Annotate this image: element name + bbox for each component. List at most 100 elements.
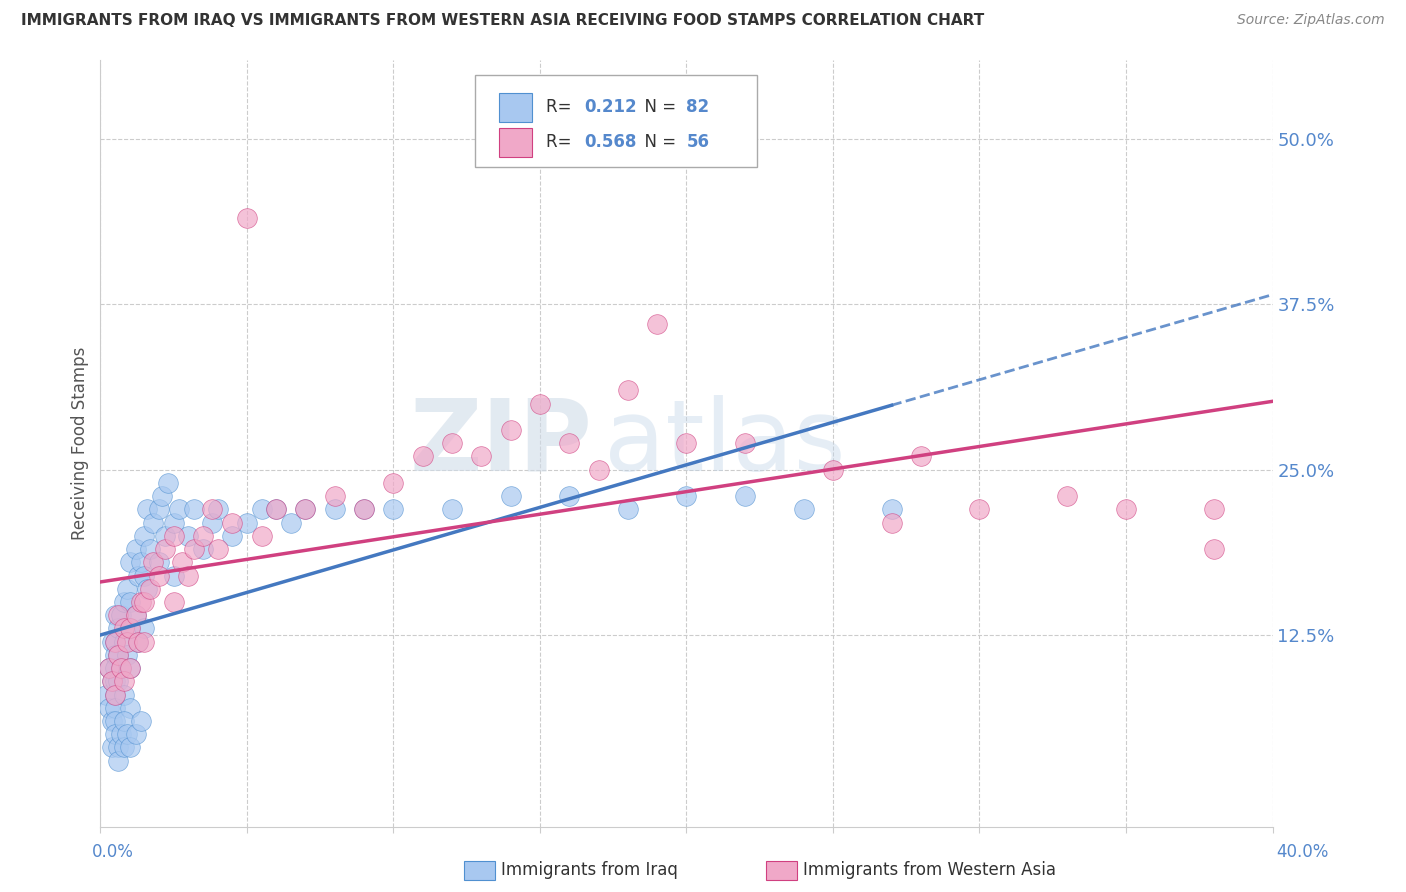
Point (118, 740, 141, 755)
Point (617, 384, 640, 398)
Point (177, 568, 200, 582)
Point (183, 542, 205, 557)
Point (221, 529, 243, 543)
FancyBboxPatch shape (499, 93, 531, 121)
Point (131, 555, 153, 569)
Point (118, 595, 141, 609)
Point (112, 595, 135, 609)
Point (118, 555, 141, 569)
Point (104, 608, 127, 623)
Point (969, 502, 991, 516)
Point (110, 661, 132, 675)
Point (148, 555, 170, 569)
Point (191, 542, 214, 557)
Point (136, 582, 159, 596)
Point (107, 674, 129, 689)
Point (191, 529, 214, 543)
Point (118, 661, 141, 675)
Point (139, 582, 162, 596)
Point (101, 674, 124, 689)
Point (470, 450, 492, 464)
Text: 0.0%: 0.0% (91, 843, 134, 861)
Point (134, 529, 156, 543)
Point (104, 661, 127, 675)
Point (101, 674, 124, 689)
Point (250, 529, 273, 543)
Point (734, 489, 756, 503)
Point (280, 516, 302, 530)
Text: R=: R= (546, 134, 576, 152)
Point (107, 740, 129, 755)
Point (118, 661, 141, 675)
Point (183, 502, 205, 516)
Text: Immigrants from Iraq: Immigrants from Iraq (501, 861, 678, 879)
Point (910, 450, 932, 464)
Point (110, 608, 132, 623)
FancyBboxPatch shape (475, 75, 756, 167)
Point (124, 608, 146, 623)
Point (382, 475, 405, 490)
Text: R=: R= (546, 98, 576, 116)
Point (353, 502, 375, 516)
Point (107, 608, 129, 623)
Point (112, 740, 135, 755)
Point (104, 674, 127, 689)
Point (1115, 502, 1137, 516)
Point (104, 634, 127, 648)
Point (588, 463, 610, 477)
Point (499, 489, 522, 503)
Point (558, 489, 581, 503)
Point (153, 529, 176, 543)
Point (134, 634, 156, 648)
Point (201, 502, 224, 516)
Point (112, 634, 135, 648)
Point (323, 489, 346, 503)
Point (207, 542, 229, 557)
Point (110, 727, 132, 741)
Point (162, 529, 184, 543)
Point (1056, 489, 1078, 503)
Point (127, 568, 149, 582)
Point (107, 622, 129, 636)
Point (382, 502, 405, 516)
Point (148, 568, 170, 582)
Point (118, 700, 141, 714)
Point (150, 489, 173, 503)
Point (107, 648, 129, 662)
Point (134, 568, 156, 582)
Point (101, 740, 124, 755)
Point (131, 714, 153, 728)
Point (104, 727, 127, 741)
Point (115, 648, 138, 662)
Point (675, 436, 697, 450)
Point (112, 674, 135, 689)
Point (104, 634, 127, 648)
Point (142, 516, 165, 530)
Text: 40.0%: 40.0% (1277, 843, 1329, 861)
Point (110, 661, 132, 675)
Point (645, 317, 668, 331)
Point (264, 502, 287, 516)
Point (124, 608, 146, 623)
Point (162, 516, 184, 530)
Point (177, 529, 200, 543)
Point (172, 555, 194, 569)
Text: 82: 82 (686, 98, 710, 116)
Point (558, 436, 581, 450)
Point (127, 634, 149, 648)
Point (118, 622, 141, 636)
Point (499, 423, 522, 437)
Point (98, 661, 121, 675)
Text: N =: N = (634, 134, 681, 152)
Point (264, 502, 287, 516)
Point (412, 450, 434, 464)
Point (124, 727, 146, 741)
Point (101, 634, 124, 648)
Point (880, 516, 903, 530)
Point (104, 700, 127, 714)
Point (734, 436, 756, 450)
Point (142, 555, 165, 569)
Point (139, 542, 162, 557)
Point (617, 502, 640, 516)
Point (294, 502, 316, 516)
